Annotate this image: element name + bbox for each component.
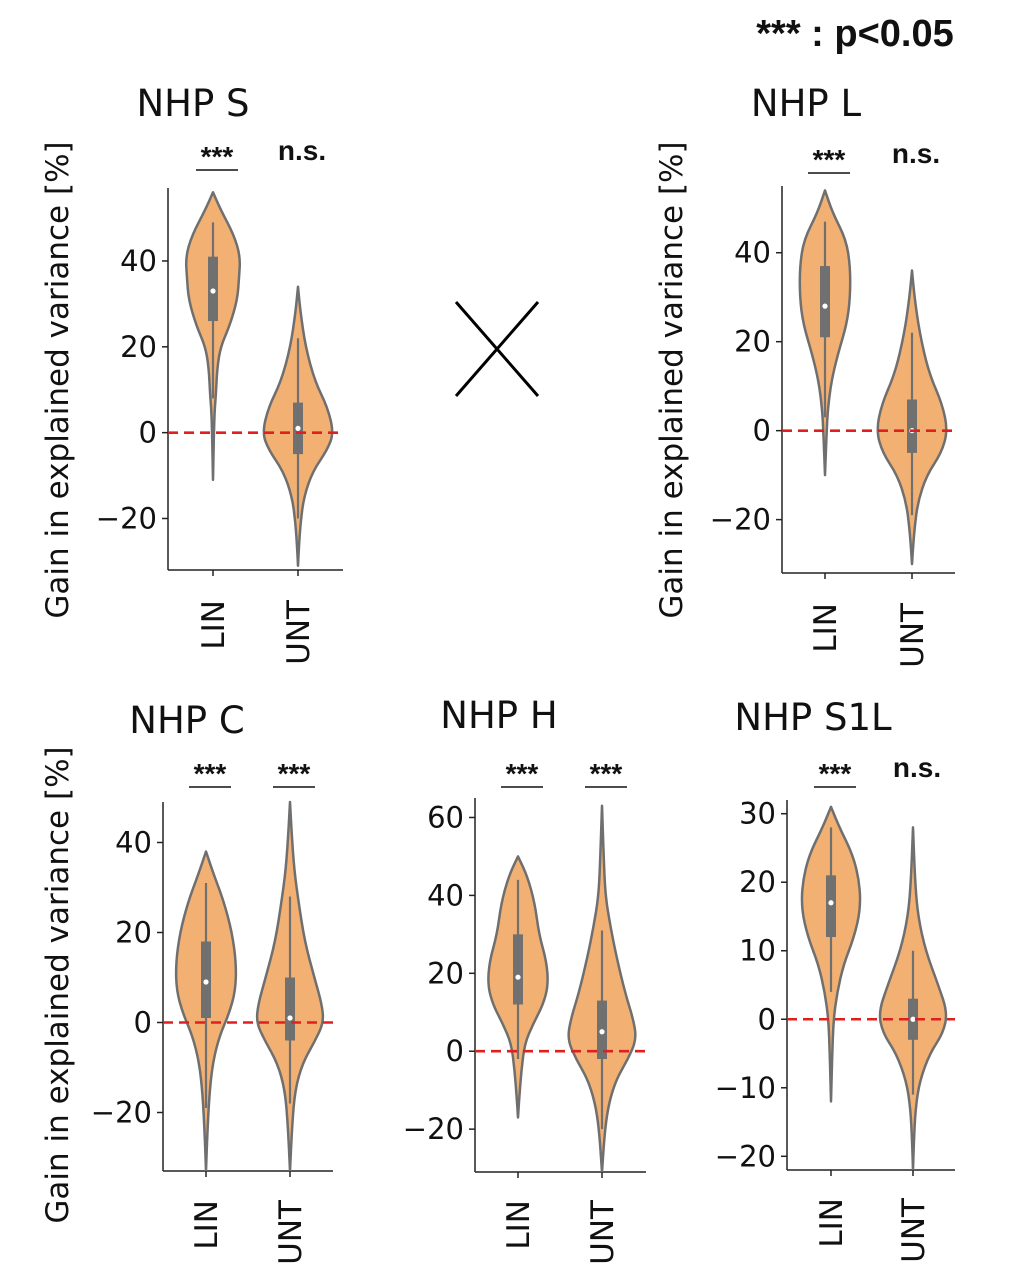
violin-unt [567, 804, 637, 1174]
y-tick-label: 40 [427, 878, 464, 912]
y-tick-label: −20 [96, 501, 157, 535]
y-tick-label: 20 [120, 330, 157, 364]
violin-unt [255, 800, 325, 1173]
violin-unt [878, 826, 948, 1172]
x-tick-label-lin: LIN [814, 1198, 850, 1248]
median-point [295, 425, 301, 431]
significance-marker: n.s. [892, 138, 940, 169]
panel-title: NHP H [440, 694, 557, 737]
y-axis-label: Gain in explained variance [%] [40, 746, 76, 1223]
y-tick-label: −10 [715, 1071, 776, 1105]
y-tick-label: 10 [739, 934, 776, 968]
y-axis-label: Gain in explained variance [%] [654, 141, 690, 618]
y-tick-label: 0 [753, 414, 771, 448]
y-tick-label: 40 [115, 826, 152, 860]
median-point [828, 900, 834, 906]
y-tick-label: 40 [120, 244, 157, 278]
y-tick-label: −20 [91, 1096, 152, 1130]
median-point [599, 1029, 605, 1035]
y-tick-label: 0 [446, 1034, 464, 1068]
y-tick-label: −20 [710, 503, 771, 537]
median-point [910, 1016, 916, 1022]
iqr-box [907, 399, 917, 453]
x-tick-label-unt: UNT [273, 1199, 309, 1265]
y-tick-label: 0 [134, 1006, 152, 1040]
violin-lin [184, 191, 242, 482]
x-tick-label-lin: LIN [501, 1200, 537, 1250]
violin-unt [262, 285, 334, 567]
x-tick-label-lin: LIN [189, 1200, 225, 1250]
significance-marker: *** [590, 758, 623, 789]
x-tick-label-unt: UNT [896, 1197, 932, 1263]
significance-marker: *** [194, 758, 227, 789]
y-tick-label: 0 [758, 1002, 776, 1036]
iqr-box [285, 977, 295, 1041]
violin-lin [798, 189, 852, 477]
y-tick-label: 20 [115, 916, 152, 950]
iqr-box [826, 875, 836, 938]
panel-title: NHP L [751, 82, 862, 125]
significance-marker: *** [819, 758, 852, 789]
violin-panel-nhp-l: NHP L Gain in explained variance [%] −20 0 2… [654, 82, 955, 668]
x-tick-label-unt: UNT [585, 1199, 621, 1265]
significance-legend: *** : p<0.05 [756, 13, 954, 55]
significance-marker: n.s. [278, 135, 326, 166]
significance-marker: *** [506, 758, 539, 789]
significance-marker: *** [278, 758, 311, 789]
y-tick-label: 40 [734, 236, 771, 270]
x-tick-label-unt: UNT [895, 602, 931, 668]
violin-panel-nhp-s: NHP S Gain in explained variance [%] −20 0 2… [40, 82, 343, 665]
x-tick-label-lin: LIN [196, 600, 232, 650]
median-point [515, 974, 521, 980]
y-tick-label: −20 [403, 1112, 464, 1146]
y-tick-label: 0 [139, 416, 157, 450]
median-point [203, 979, 209, 985]
panel-title: NHP C [129, 699, 244, 742]
median-point [287, 1015, 293, 1021]
violin-panel-nhp-c: NHP C Gain in explained variance [%] −20 0 2… [40, 699, 333, 1265]
violin-unt [876, 269, 948, 566]
y-tick-label: 30 [739, 797, 776, 831]
violin-lin [174, 850, 238, 1173]
x-tick-label-unt: UNT [281, 599, 317, 665]
panel-title: NHP S [136, 82, 249, 125]
y-tick-label: 20 [734, 325, 771, 359]
significance-marker: *** [813, 144, 846, 175]
y-axis-label: Gain in explained variance [%] [40, 141, 76, 618]
violin-lin [487, 855, 549, 1119]
significance-marker: *** [201, 141, 234, 172]
violin-panel-nhp-s1l: NHP S1L −20 −10 0 10 20 30 LIN UNT *** n.s. [715, 696, 955, 1263]
iqr-box [513, 934, 523, 1005]
y-tick-label: 20 [739, 865, 776, 899]
y-tick-label: −20 [715, 1139, 776, 1173]
violin-lin [800, 805, 862, 1103]
panel-title: NHP S1L [734, 696, 892, 739]
violin-panel-nhp-h: NHP H −20 0 20 40 60 LIN UNT *** *** [403, 694, 646, 1265]
y-tick-label: 60 [427, 800, 464, 834]
removed-panel-cross-mark [454, 301, 540, 397]
median-point [210, 288, 216, 294]
median-point [822, 303, 828, 309]
iqr-box [820, 266, 830, 338]
significance-marker: n.s. [893, 752, 941, 783]
x-tick-label-lin: LIN [808, 603, 844, 653]
y-tick-label: 20 [427, 956, 464, 990]
